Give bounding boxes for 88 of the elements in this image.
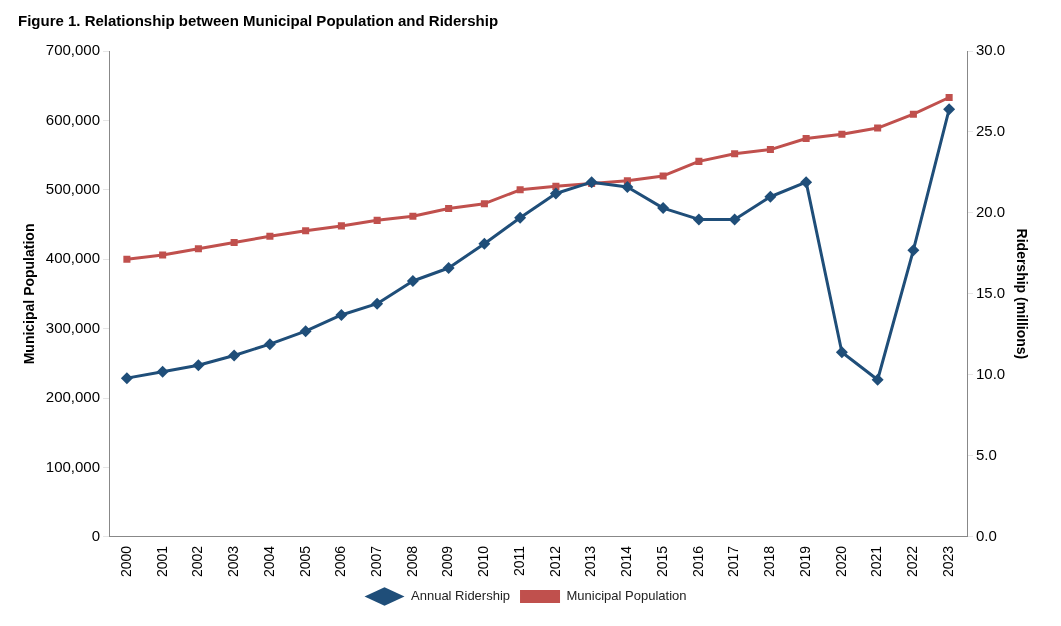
point bbox=[409, 212, 417, 220]
x-tick-label: 2007 bbox=[368, 545, 384, 578]
x-tick-label: 2016 bbox=[689, 545, 706, 578]
point bbox=[621, 181, 634, 194]
x-tick-label: 2020 bbox=[832, 545, 849, 578]
x-tick-label: 2003 bbox=[225, 545, 241, 578]
point bbox=[800, 176, 813, 189]
x-tick-label: 2011 bbox=[511, 545, 527, 576]
point bbox=[874, 124, 882, 132]
y-axis-title: Municipal Population bbox=[21, 223, 38, 365]
y2-tick-label: 10.0 bbox=[976, 365, 1006, 383]
x-tick-label: 2023 bbox=[939, 545, 956, 578]
x-tick-label: 2018 bbox=[761, 545, 778, 578]
point bbox=[266, 232, 274, 240]
point bbox=[943, 103, 956, 116]
y-tick-label: 300,000 bbox=[45, 318, 101, 336]
point bbox=[192, 359, 205, 372]
y-tick-label: 500,000 bbox=[45, 179, 101, 197]
point bbox=[909, 110, 917, 118]
point bbox=[442, 262, 455, 275]
y-tick-label: 100,000 bbox=[45, 457, 101, 475]
y2-axis-title: Ridership (millions) bbox=[1013, 228, 1030, 360]
x-tick-label: 2002 bbox=[189, 545, 206, 578]
y2-tick-label: 20.0 bbox=[976, 203, 1006, 221]
y2-tick-label: 30.0 bbox=[976, 41, 1006, 59]
point bbox=[835, 346, 848, 359]
x-tick-label: 2019 bbox=[796, 545, 813, 578]
point bbox=[695, 157, 703, 165]
point bbox=[159, 251, 167, 259]
y2-tick-label: 5.0 bbox=[976, 446, 997, 464]
point bbox=[657, 202, 670, 215]
point bbox=[228, 349, 241, 362]
point bbox=[585, 176, 598, 189]
point bbox=[371, 297, 384, 310]
x-tick-label: 2012 bbox=[546, 545, 563, 578]
point bbox=[802, 134, 810, 142]
point bbox=[445, 205, 453, 213]
point bbox=[337, 222, 345, 230]
point bbox=[406, 274, 419, 287]
y-tick-label: 600,000 bbox=[45, 110, 101, 128]
point bbox=[123, 255, 131, 263]
y2-tick-label: 15.0 bbox=[976, 284, 1006, 302]
point bbox=[120, 372, 133, 385]
y2-tick-label: 0.0 bbox=[976, 527, 997, 544]
y2-tick-label: 25.0 bbox=[976, 122, 1006, 140]
point bbox=[838, 130, 846, 138]
x-tick-label: 2013 bbox=[582, 545, 599, 578]
point bbox=[156, 365, 169, 378]
x-tick-label: 2006 bbox=[332, 545, 349, 578]
point bbox=[194, 245, 202, 253]
x-tick-label: 2021 bbox=[868, 545, 885, 578]
point bbox=[764, 190, 777, 203]
x-tick-label: 2022 bbox=[904, 545, 921, 578]
x-tick-label: 2001 bbox=[153, 545, 170, 578]
x-tick-label: 2009 bbox=[439, 545, 456, 578]
legend-label: Municipal Population bbox=[566, 588, 687, 604]
legend-label: Annual Ridership bbox=[411, 588, 511, 604]
point bbox=[731, 150, 739, 158]
point bbox=[302, 227, 310, 235]
point bbox=[373, 216, 381, 224]
point bbox=[263, 338, 276, 351]
point bbox=[766, 146, 774, 154]
x-tick-label: 2005 bbox=[296, 545, 313, 578]
y-tick-label: 0 bbox=[91, 527, 101, 544]
y-tick-label: 200,000 bbox=[45, 388, 101, 406]
x-tick-label: 2014 bbox=[618, 545, 635, 578]
point bbox=[480, 200, 488, 208]
x-tick-label: 2000 bbox=[117, 545, 134, 578]
point bbox=[335, 308, 348, 321]
x-tick-label: 2004 bbox=[260, 545, 277, 578]
point bbox=[514, 211, 527, 224]
point bbox=[516, 186, 524, 194]
point bbox=[945, 93, 953, 102]
y-tick-label: 400,000 bbox=[45, 249, 101, 267]
x-tick-label: 2008 bbox=[403, 545, 420, 578]
point bbox=[692, 213, 705, 226]
x-tick-label: 2015 bbox=[654, 545, 670, 578]
point bbox=[871, 373, 884, 386]
point bbox=[478, 237, 491, 250]
point bbox=[549, 187, 562, 200]
point bbox=[230, 239, 238, 247]
point bbox=[907, 244, 920, 257]
point bbox=[659, 172, 667, 180]
chart-title: Figure 1. Relationship between Municipal Population and Ridership bbox=[18, 12, 499, 30]
x-tick-label: 2017 bbox=[725, 545, 742, 578]
point bbox=[299, 325, 312, 338]
y-tick-label: 700,000 bbox=[45, 41, 101, 59]
x-tick-label: 2010 bbox=[475, 545, 492, 578]
